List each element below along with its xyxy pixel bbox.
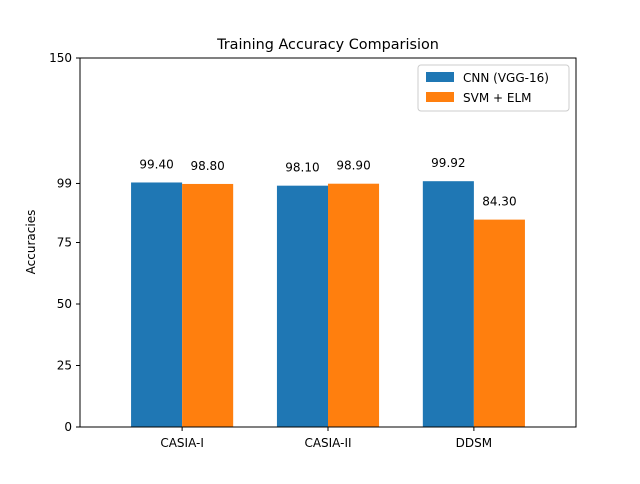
data-label: 84.30 (482, 195, 516, 209)
y-tick-label: 75 (57, 236, 72, 250)
y-tick-label: 50 (57, 297, 72, 311)
bar-cnn-casia-i (131, 182, 183, 427)
data-label: 99.92 (431, 156, 465, 170)
bar-svm-elm-casia-ii (328, 183, 380, 427)
y-tick-label: 0 (64, 420, 72, 434)
y-tick-label: 25 (57, 359, 72, 373)
data-label: 98.10 (285, 161, 319, 175)
x-tick-label: CASIA-I (160, 436, 204, 450)
chart-title: Training Accuracy Comparision (216, 37, 439, 53)
x-axis: CASIA-I CASIA-II DDSM (160, 427, 492, 450)
data-labels-layer: 99.40 98.10 99.92 98.80 98.90 84.30 (139, 156, 516, 208)
y-tick-label: 99 (57, 176, 72, 190)
bar-svm-elm-casia-i (182, 183, 234, 427)
legend: CNN (VGG-16) SVM + ELM (417, 64, 570, 112)
bar-cnn-ddsm (422, 181, 474, 427)
bars-layer (131, 181, 525, 427)
y-axis-label: Accuracies (24, 210, 38, 275)
plot-frame (79, 57, 577, 428)
bar-svm-elm-ddsm (473, 219, 525, 427)
legend-swatch-svm-elm (426, 92, 454, 102)
bar-cnn-casia-ii (276, 185, 328, 427)
legend-box (417, 64, 570, 112)
x-tick-label: CASIA-II (304, 436, 351, 450)
legend-swatch-cnn (426, 72, 454, 82)
legend-label: SVM + ELM (463, 91, 531, 105)
legend-label: CNN (VGG-16) (463, 71, 549, 85)
data-label: 99.40 (139, 157, 173, 171)
y-axis: 0 25 50 75 99 150 (49, 51, 80, 434)
y-tick-label: 150 (49, 51, 72, 65)
data-label: 98.90 (336, 159, 370, 173)
x-tick-label: DDSM (456, 436, 492, 450)
data-label: 98.80 (190, 159, 224, 173)
